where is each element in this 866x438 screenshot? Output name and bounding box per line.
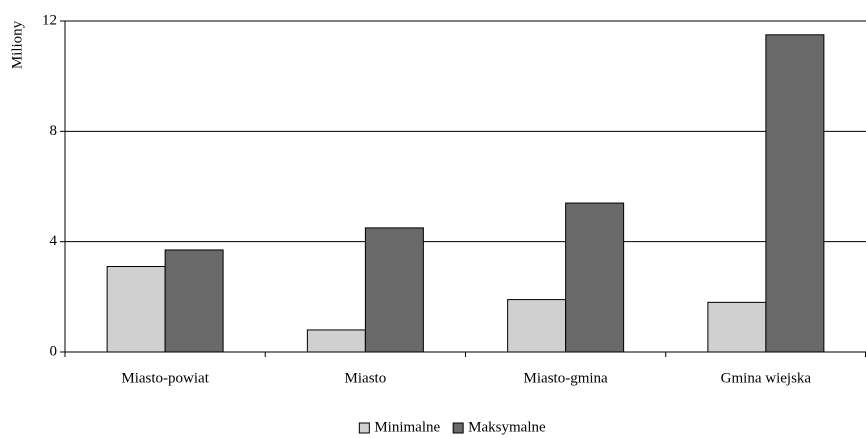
bar: [164, 249, 224, 353]
bar: [765, 34, 825, 353]
bar: [565, 202, 625, 353]
legend-label: Maksymalne: [468, 419, 546, 435]
y-tick-label: 0: [50, 343, 58, 359]
y-tick-label: 8: [50, 123, 58, 139]
y-axis-label: Miliony: [9, 20, 25, 69]
bar: [106, 265, 166, 353]
y-tick-label: 12: [42, 12, 57, 28]
y-tick-label: 4: [50, 233, 58, 249]
bar: [306, 329, 366, 353]
bar: [507, 299, 567, 353]
x-tick-label: Miasto: [345, 370, 387, 386]
bar: [707, 301, 767, 353]
x-tick-label: Gmina wiejska: [721, 370, 812, 386]
legend-swatch: [452, 422, 464, 434]
x-tick-label: Miasto-gmina: [524, 370, 608, 386]
bar: [364, 227, 424, 353]
x-tick-label: Miasto-powiat: [121, 370, 209, 386]
legend-label: Minimalne: [374, 419, 440, 435]
legend-swatch: [358, 422, 370, 434]
